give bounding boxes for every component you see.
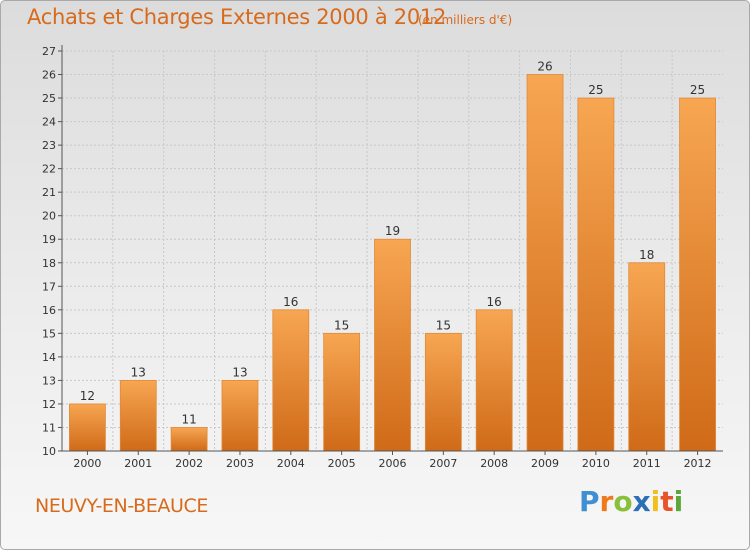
y-tick-label: 17: [42, 280, 56, 293]
x-tick-label: 2012: [684, 457, 712, 470]
y-tick-label: 24: [42, 116, 56, 129]
y-tick-label: 19: [42, 233, 56, 246]
data-label: 18: [639, 248, 654, 262]
x-tick-label: 2010: [582, 457, 610, 470]
bar-2001: [119, 380, 157, 452]
data-labels: 12 13 11 13 16 15 19 15 16 26 25 18 25: [80, 60, 705, 427]
logo-letter: r: [599, 485, 614, 518]
town-name: NEUVY-EN-BEAUCE: [35, 495, 208, 517]
y-tick-labels: 10 11 12 13 14 15 16 17 18 19 20 21 22 23 24 25 26 27: [42, 45, 56, 458]
bar-2010: [577, 97, 615, 452]
y-tick-label: 12: [42, 398, 56, 411]
data-label: 11: [181, 412, 196, 426]
bar-2012: [679, 97, 716, 452]
data-label: 16: [283, 295, 298, 309]
y-tick-label: 16: [42, 304, 56, 317]
y-tick-label: 27: [42, 45, 56, 58]
y-tick-label: 11: [42, 421, 56, 434]
x-tick-labels: 2000 2001 2002 2003 2004 2005 2006 2007 2008 2009…: [73, 457, 711, 470]
x-tick-label: 2009: [531, 457, 559, 470]
y-tick-label: 26: [42, 69, 56, 82]
logo-letter: t: [660, 485, 674, 518]
x-tick-label: 2006: [379, 457, 407, 470]
x-tick-label: 2002: [175, 457, 203, 470]
bar-2008: [475, 309, 513, 452]
bar-2000: [69, 403, 106, 452]
gridlines: [62, 50, 723, 451]
y-tick-label: 22: [42, 163, 56, 176]
y-tick-label: 18: [42, 257, 56, 270]
y-tick-label: 25: [42, 92, 56, 105]
x-tick-label: 2011: [633, 457, 661, 470]
bars: [69, 74, 716, 452]
chart-title: Achats et Charges Externes 2000 à 2012: [27, 5, 447, 29]
bar-2003: [221, 380, 259, 452]
x-tick-label: 2003: [226, 457, 254, 470]
bar-2002: [170, 427, 208, 452]
x-tick-label: 2007: [429, 457, 457, 470]
bar-2009: [526, 74, 564, 452]
bar-2006: [374, 238, 411, 452]
proxiti-logo: Proxiti: [579, 485, 683, 518]
x-tick-label: 2005: [328, 457, 356, 470]
data-label: 12: [80, 389, 95, 403]
data-label: 25: [690, 83, 705, 97]
axes: [58, 45, 723, 455]
y-tick-label: 15: [42, 327, 56, 340]
y-tick-label: 13: [42, 374, 56, 387]
data-label: 16: [487, 295, 502, 309]
data-label: 19: [385, 224, 400, 238]
bar-2004: [272, 309, 310, 452]
bar-2011: [628, 262, 666, 452]
bar-2007: [424, 332, 462, 452]
chart-unit: (en milliers d'€): [418, 13, 513, 27]
y-tick-label: 20: [42, 210, 56, 223]
data-label: 13: [131, 365, 146, 379]
data-label: 15: [334, 318, 349, 332]
logo-letter: P: [579, 485, 600, 518]
data-label: 15: [436, 318, 451, 332]
bar-2005: [323, 332, 361, 452]
y-tick-label: 14: [42, 351, 56, 364]
y-tick-label: 23: [42, 139, 56, 152]
x-tick-label: 2004: [277, 457, 305, 470]
logo-letter: i: [673, 485, 684, 518]
logo-letter: i: [650, 485, 661, 518]
x-tick-label: 2000: [73, 457, 101, 470]
logo-letter: x: [632, 485, 651, 518]
y-tick-label: 10: [42, 445, 56, 458]
y-tick-label: 21: [42, 186, 56, 199]
logo-letter: o: [613, 485, 633, 518]
data-label: 13: [232, 365, 247, 379]
x-tick-label: 2001: [124, 457, 152, 470]
data-label: 25: [588, 83, 603, 97]
data-label: 26: [537, 60, 552, 74]
x-tick-label: 2008: [480, 457, 508, 470]
